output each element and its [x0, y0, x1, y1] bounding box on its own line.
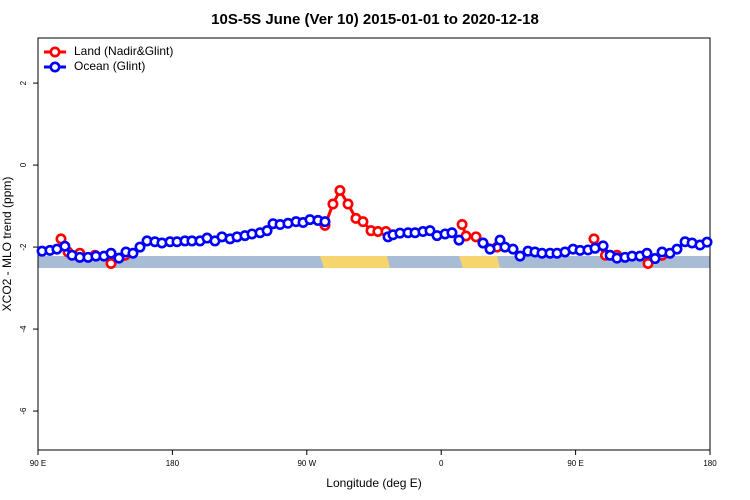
y-tick-label: -4 [19, 325, 28, 333]
point [319, 216, 331, 228]
x-tick-label: 0 [439, 459, 444, 468]
point [261, 225, 273, 237]
point [59, 240, 71, 252]
point [477, 237, 489, 249]
point [453, 234, 465, 246]
x-axis-label: Longitude (deg E) [326, 476, 421, 490]
point [649, 253, 661, 265]
point [327, 198, 339, 210]
point [424, 225, 436, 237]
point [701, 236, 713, 248]
point [127, 247, 139, 259]
x-tick-label: 180 [166, 459, 180, 468]
legend-marker [49, 46, 61, 58]
point [456, 219, 468, 231]
point [113, 252, 125, 264]
point [597, 240, 609, 252]
y-tick-label: 2 [19, 80, 28, 85]
point [134, 241, 146, 253]
point [484, 243, 496, 255]
point [342, 198, 354, 210]
point [334, 185, 346, 197]
point [494, 234, 506, 246]
y-axis-label: XCO2 - MLO trend (ppm) [0, 177, 14, 312]
point [671, 243, 683, 255]
y-tick-label: -2 [19, 243, 28, 251]
legend-label: Land (Nadir&Glint) [74, 44, 173, 58]
legend-label: Ocean (Glint) [74, 59, 145, 73]
point [470, 231, 482, 243]
point [105, 247, 117, 259]
surface-mask-land [459, 256, 500, 268]
x-tick-label: 90 W [297, 459, 316, 468]
point [642, 257, 654, 269]
x-tick-label: 90 E [30, 459, 46, 468]
chart-title: 10S-5S June (Ver 10) 2015-01-01 to 2020-… [211, 11, 539, 28]
surface-mask-land [320, 256, 390, 268]
point [588, 233, 600, 245]
y-tick-label: -6 [19, 407, 28, 415]
point [446, 227, 458, 239]
x-tick-label: 180 [703, 459, 717, 468]
legend-marker [49, 61, 61, 73]
point [641, 247, 653, 259]
y-tick-label: 0 [19, 162, 28, 167]
point [105, 257, 117, 269]
point [514, 250, 526, 262]
x-tick-label: 90 E [567, 459, 583, 468]
point [357, 216, 369, 228]
point [507, 243, 519, 255]
